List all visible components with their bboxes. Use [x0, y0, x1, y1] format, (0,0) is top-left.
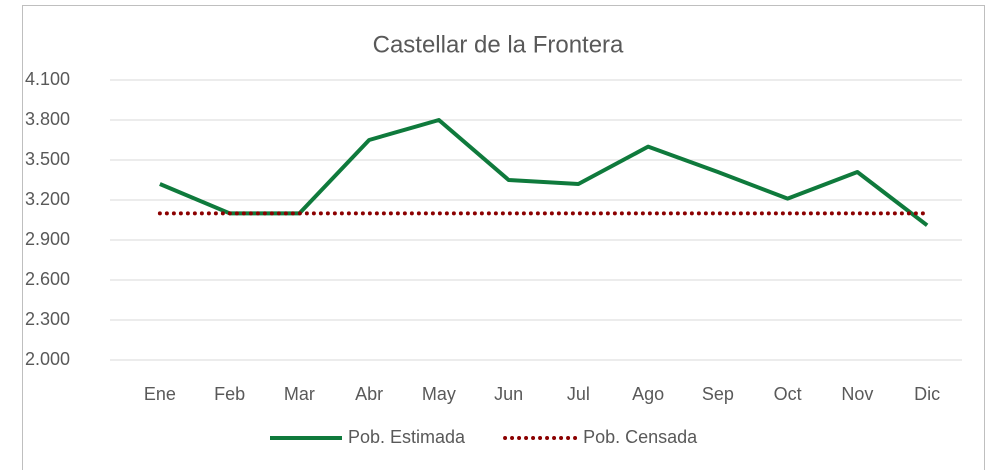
y-tick-label: 3.800	[25, 109, 70, 129]
y-tick-label: 3.500	[25, 149, 70, 169]
x-tick-label: May	[422, 384, 456, 404]
y-tick-label: 2.900	[25, 229, 70, 249]
legend-label: Pob. Estimada	[348, 427, 466, 447]
x-tick-label: Sep	[702, 384, 734, 404]
x-tick-label: Jun	[494, 384, 523, 404]
x-tick-label: Jul	[567, 384, 590, 404]
y-tick-label: 2.000	[25, 349, 70, 369]
x-tick-label: Ago	[632, 384, 664, 404]
chart-border	[22, 5, 985, 470]
y-tick-label: 2.300	[25, 309, 70, 329]
y-tick-label: 2.600	[25, 269, 70, 289]
y-tick-label: 3.200	[25, 189, 70, 209]
chart-title: Castellar de la Frontera	[373, 31, 624, 58]
x-tick-label: Dic	[914, 384, 940, 404]
x-tick-label: Ene	[144, 384, 176, 404]
x-tick-label: Mar	[284, 384, 315, 404]
legend-label: Pob. Censada	[583, 427, 698, 447]
x-tick-label: Feb	[214, 384, 245, 404]
x-tick-label: Nov	[841, 384, 873, 404]
y-tick-label: 4.100	[25, 69, 70, 89]
x-tick-label: Oct	[774, 384, 802, 404]
x-tick-label: Abr	[355, 384, 383, 404]
